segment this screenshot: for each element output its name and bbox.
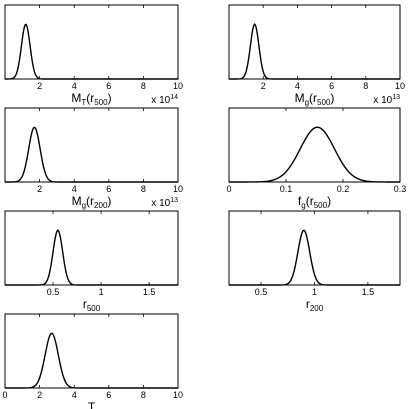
panel-7: 0 2 4 6 8 10 T	[2, 313, 183, 409]
x-tick-label: 2	[261, 81, 266, 91]
plot-frame	[4, 210, 179, 286]
plot-frame	[4, 4, 179, 80]
panel-1: 2 4 6 8 10 MT(r500) x 1014	[4, 4, 183, 107]
x-tick-label: 8	[141, 390, 146, 400]
plot-frame	[228, 107, 401, 183]
axis-label-paren: (r	[309, 91, 317, 105]
x-tick-label: 10	[173, 390, 183, 400]
x-tick-label: 10	[173, 81, 183, 91]
density-curve	[229, 229, 400, 286]
panel-4: 0 0.1 0.2 0.3 fg(r500)	[226, 107, 407, 210]
x-tick-label: 4	[295, 81, 300, 91]
x-axis-label: Mg(r500)	[295, 91, 335, 107]
x-tick-label: 0.1	[280, 184, 293, 194]
x-tick-label: 0.2	[337, 184, 350, 194]
density-curve	[5, 23, 178, 80]
axis-label-main: M	[72, 194, 82, 208]
x-tick-label: 1.5	[143, 287, 156, 297]
x-tick-label: 0.3	[394, 184, 407, 194]
axis-label-paren: (r	[86, 91, 94, 105]
x-tick-label: 8	[141, 184, 146, 194]
x-tick-label: 8	[141, 81, 146, 91]
scale-exponent-power: 13	[392, 94, 400, 101]
x-tick-label: 2	[37, 184, 42, 194]
axis-label-subscript: g	[301, 201, 305, 210]
x-axis-label: r500	[83, 297, 101, 313]
axis-label-paren-subscript: 500	[94, 98, 108, 107]
x-tick-label: 6	[329, 81, 334, 91]
x-tick-label: 2	[37, 81, 42, 91]
x-tick-label: 1	[312, 287, 317, 297]
x-tick-label: 0	[226, 184, 231, 194]
x-tick-label: 8	[363, 81, 368, 91]
plot-frame	[4, 107, 179, 183]
scale-exponent: x 1013	[373, 94, 400, 106]
axis-label-subscript: g	[82, 201, 86, 210]
axis-label-subscript: 200	[310, 304, 324, 313]
x-axis-label: T	[88, 400, 96, 409]
x-tick-label: 6	[106, 184, 111, 194]
axis-label-main: r	[83, 297, 87, 311]
axis-label-main: M	[295, 91, 305, 105]
density-curve	[5, 332, 178, 389]
x-tick-label: 10	[395, 81, 405, 91]
x-tick-label: 6	[106, 81, 111, 91]
axis-label-paren: (r	[86, 194, 94, 208]
x-axis-label: r200	[306, 297, 324, 313]
axis-label-paren-close: )	[108, 91, 112, 105]
scale-exponent-power: 13	[170, 197, 178, 204]
x-tick-label: 1	[99, 287, 104, 297]
x-tick-label: 4	[72, 390, 77, 400]
panel-3: 2 4 6 8 10 Mg(r200) x 1013	[4, 107, 183, 210]
axis-label-paren-close: )	[327, 194, 331, 208]
axis-label-paren-close: )	[107, 194, 111, 208]
axis-label-subscript: 500	[87, 304, 101, 313]
x-tick-label: 2	[37, 390, 42, 400]
axis-label-subscript: T	[81, 98, 86, 107]
x-tick-label: 1.5	[362, 287, 375, 297]
axis-label-paren-close: )	[330, 91, 334, 105]
x-axis-label: fg(r500)	[298, 194, 331, 210]
axis-label-subscript: g	[305, 98, 309, 107]
scale-exponent-base: x 10	[151, 198, 170, 209]
axis-label-main: M	[71, 91, 81, 105]
x-tick-label: 10	[173, 184, 183, 194]
axis-label-paren-subscript: 500	[317, 98, 331, 107]
x-tick-label: 4	[72, 81, 77, 91]
axis-label-paren-subscript: 200	[94, 201, 108, 210]
axis-label-main: f	[298, 194, 302, 208]
scale-exponent-power: 14	[170, 94, 178, 101]
x-axis-label: Mg(r200)	[72, 194, 112, 210]
panel-6: 0.5 1 1.5 r200	[228, 210, 401, 313]
axis-label-main: r	[306, 297, 310, 311]
panel-5: 0.5 1 1.5 r500	[4, 210, 179, 313]
x-tick-label: 0	[2, 390, 7, 400]
scale-exponent-base: x 10	[373, 95, 392, 106]
x-axis-label: MT(r500)	[71, 91, 111, 107]
x-tick-label: 0.5	[255, 287, 268, 297]
panel-2: 2 4 6 8 10 Mg(r500) x 1013	[228, 4, 405, 107]
plot-frame	[228, 4, 401, 80]
x-tick-label: 4	[72, 184, 77, 194]
axis-label-paren-subscript: 500	[314, 201, 328, 210]
axis-label-paren: (r	[306, 194, 314, 208]
density-curve	[5, 126, 178, 183]
axis-label-main: T	[88, 400, 96, 409]
scale-exponent: x 1013	[151, 197, 178, 209]
density-curve	[229, 23, 400, 80]
density-curve	[5, 229, 178, 286]
scale-exponent: x 1014	[151, 94, 178, 106]
scale-exponent-base: x 10	[151, 95, 170, 106]
x-tick-label: 0.5	[47, 287, 60, 297]
plot-frame	[4, 313, 179, 389]
x-tick-label: 6	[106, 390, 111, 400]
density-curve	[229, 126, 400, 183]
